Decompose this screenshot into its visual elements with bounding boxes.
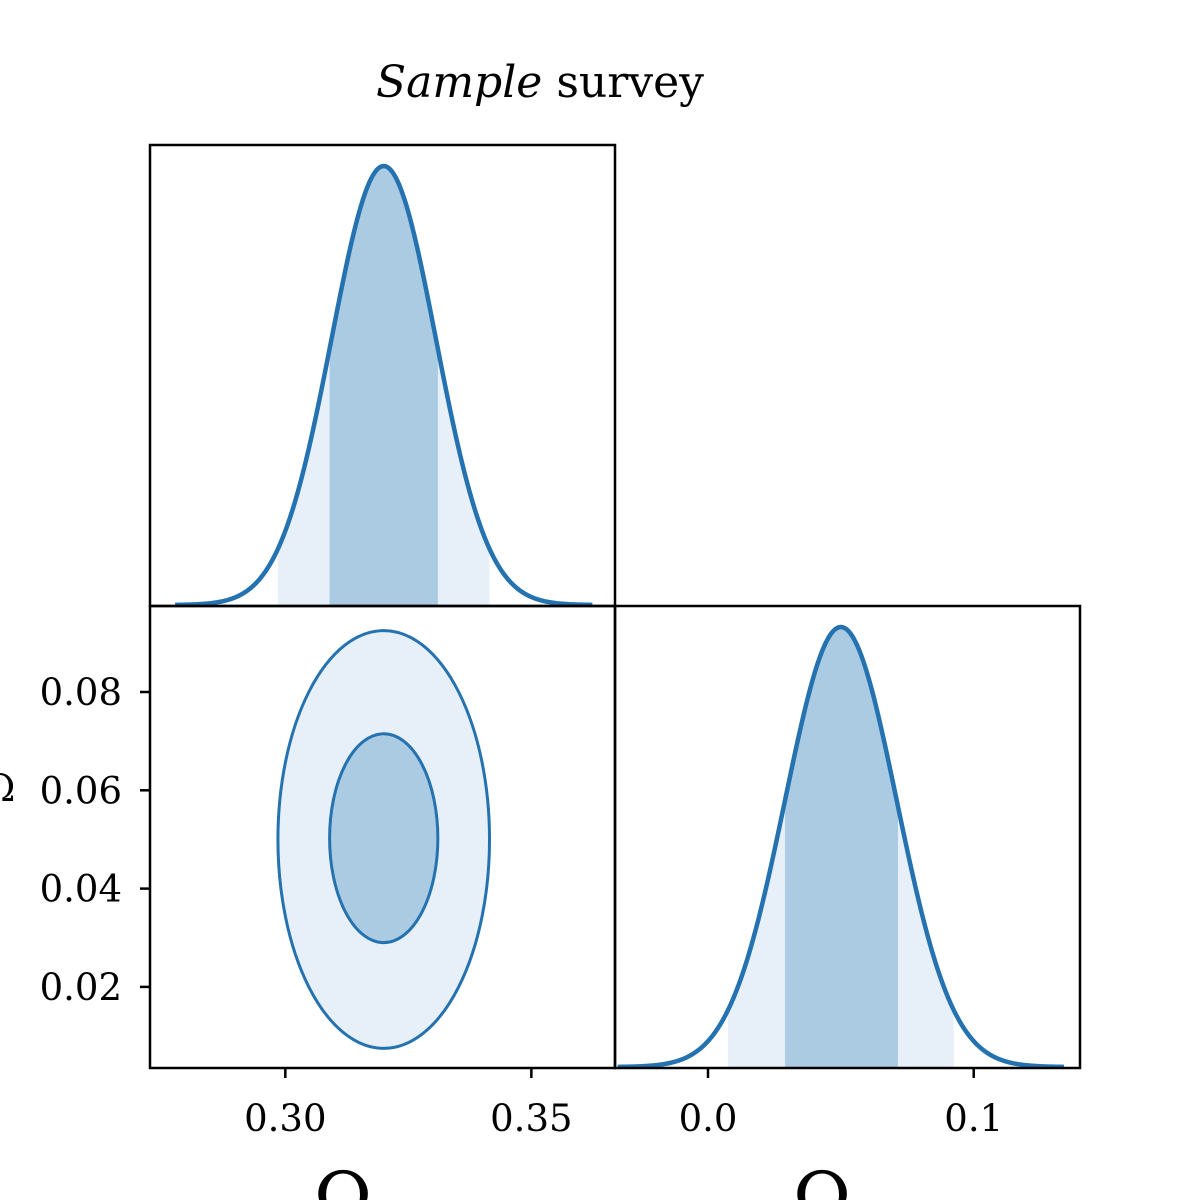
x-axis-label: Ω [314,1157,372,1200]
x-tick-label: 0.0 [679,1097,738,1140]
marginal-y-inner-band [785,627,898,1067]
contour-1sigma [328,732,440,945]
x-tick-label: 0.30 [244,1097,326,1140]
y-axis-label-left: Ω [0,767,15,810]
marginal-x-inner-band [329,166,438,605]
y-tick-label: 0.04 [40,868,122,911]
chart-title: Sample survey [376,57,704,108]
x-tick-label: 0.1 [944,1097,1003,1140]
marginal-y-frame [613,604,1082,1070]
marginal-y-panel: 0.0 0.1 [613,604,1082,1140]
marginal-x-panel [148,143,617,608]
y-axis-label: Ω [793,1157,851,1200]
marginal-y-density-curve [617,624,1065,1070]
marginal-x-density-curve [174,163,593,608]
y-tick-label: 0.06 [40,769,122,812]
joint-contour-panel: 0.30 0.35 0.08 0.06 0.04 0.02 [40,604,617,1140]
y-tick-label: 0.08 [40,671,122,714]
y-tick-label: 0.02 [40,966,122,1009]
chart-title-italic: Sample [376,57,542,108]
chart-title-rest: survey [542,57,704,108]
x-tick-label: 0.35 [490,1097,572,1140]
